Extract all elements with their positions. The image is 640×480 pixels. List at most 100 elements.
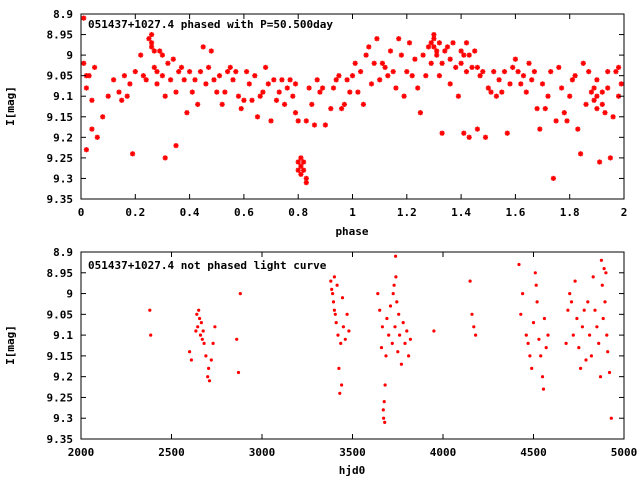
c1-data-point (194, 329, 198, 333)
c1-data-point (213, 325, 217, 329)
c1-ytick-label: 9.15 (47, 350, 74, 363)
c1-data-point (148, 308, 152, 312)
c1-ytick-label: 9.2 (53, 371, 73, 384)
c0-data-point (552, 117, 560, 125)
c1-xtick-label: 3000 (249, 446, 276, 459)
c1-data-point (394, 275, 398, 279)
c1-data-point (586, 300, 590, 304)
c0-data-point (302, 117, 310, 125)
c0-data-point (387, 47, 394, 55)
c0-data-point (474, 64, 481, 71)
c1-data-point (391, 292, 395, 296)
c1-data-point (206, 375, 210, 379)
c0-data-point (322, 121, 329, 129)
c0-data-point (604, 68, 611, 75)
c0-data-point (498, 88, 506, 96)
c0-data-point (582, 101, 590, 108)
c0-data-point (618, 80, 625, 88)
c1-data-point (199, 321, 203, 325)
c0-data-point (408, 72, 416, 79)
c1-data-point (601, 316, 605, 321)
c1-data-point (584, 358, 588, 362)
c0-data-point (159, 72, 166, 79)
c0-data-point (558, 84, 565, 92)
c0-data-point (137, 51, 145, 59)
c0-data-point (91, 64, 98, 71)
c0-data-point (159, 51, 166, 59)
c1-data-point (383, 420, 387, 424)
c0-xtick-label: 2 (621, 206, 628, 219)
c0-data-point (531, 68, 538, 75)
c0-data-point (449, 39, 457, 47)
c0-data-point (501, 68, 508, 75)
c0-data-point (457, 60, 465, 67)
c0-data-point (523, 88, 530, 96)
c1-data-point (600, 283, 604, 287)
c0-data-point (199, 43, 207, 51)
c0-data-point (221, 88, 229, 96)
c0-data-point (330, 84, 337, 92)
c0-data-point (446, 55, 454, 63)
c0-data-point (563, 117, 571, 125)
c0-data-point (354, 88, 362, 96)
c1-data-point (200, 337, 204, 341)
c1-xtick-label: 4000 (430, 446, 457, 459)
c1-data-point (526, 341, 530, 345)
c0-data-point (398, 51, 405, 59)
c1-xtick-label: 4500 (520, 446, 547, 459)
c0-data-point (607, 154, 614, 162)
c0-ytick-label: 8.95 (47, 29, 74, 42)
c1-xlabel: hjd0 (339, 464, 366, 477)
c1-data-point (407, 354, 411, 358)
c0-data-point (389, 68, 397, 75)
c0-data-point (115, 88, 123, 96)
c0-data-point (300, 166, 307, 174)
c0-data-point (194, 101, 202, 108)
c1-data-point (524, 333, 528, 337)
c1-data-point (337, 366, 341, 370)
c0-data-point (596, 158, 603, 166)
c1-xtick-label: 5000 (611, 446, 638, 459)
c0-data-point (110, 76, 117, 84)
c0-data-point (210, 76, 218, 84)
c1-data-point (598, 375, 603, 379)
c0-ticks: 0 0.2 0.4 0.6 0.8 1 1.2 1.4 1.6 1.8 2 8.9 8.95 9 9.05 9… (47, 8, 628, 219)
c0-data-point (550, 175, 557, 182)
c0-data-point (446, 80, 454, 88)
c0-data-point (436, 39, 443, 47)
c1-data-point (540, 375, 545, 379)
c0-data-point (294, 166, 302, 174)
c0-data-point (495, 76, 503, 84)
c0-data-point (590, 97, 598, 104)
c0-data-point (88, 97, 96, 104)
c0-data-point (615, 64, 622, 71)
c1-ticks: 2000 2500 3000 3500 4000 4500 5000 8.9 8.95 9 9.05… (47, 246, 638, 459)
c0-data-point (438, 60, 446, 67)
c1-data-point (528, 354, 532, 358)
c0-data-point (571, 72, 579, 79)
c1-data-point (405, 329, 409, 333)
c1-data-point (537, 337, 541, 341)
c0-data-point (351, 60, 359, 67)
c0-data-point (156, 47, 164, 55)
c1-data-point (472, 325, 476, 329)
c0-data-point (528, 76, 535, 84)
c0-data-point (232, 68, 240, 75)
c1-data-point (535, 300, 539, 304)
c0-data-point (145, 35, 153, 42)
c0-data-point (308, 101, 316, 108)
c0-data-point (517, 80, 525, 88)
c1-data-point (542, 316, 547, 321)
c1-data-point (341, 325, 345, 329)
c0-data-point (283, 84, 291, 92)
c0-data-point (259, 88, 267, 96)
c0-data-point (465, 133, 473, 141)
c0-data-point (153, 68, 161, 75)
c1-data-point (517, 262, 521, 267)
c1-data-point (395, 300, 399, 304)
c1-plot-frame (80, 251, 625, 440)
c0-data-point (601, 109, 609, 116)
c0-data-point (243, 68, 250, 75)
c0-data-point (346, 88, 354, 96)
c1-data-point (345, 312, 349, 316)
